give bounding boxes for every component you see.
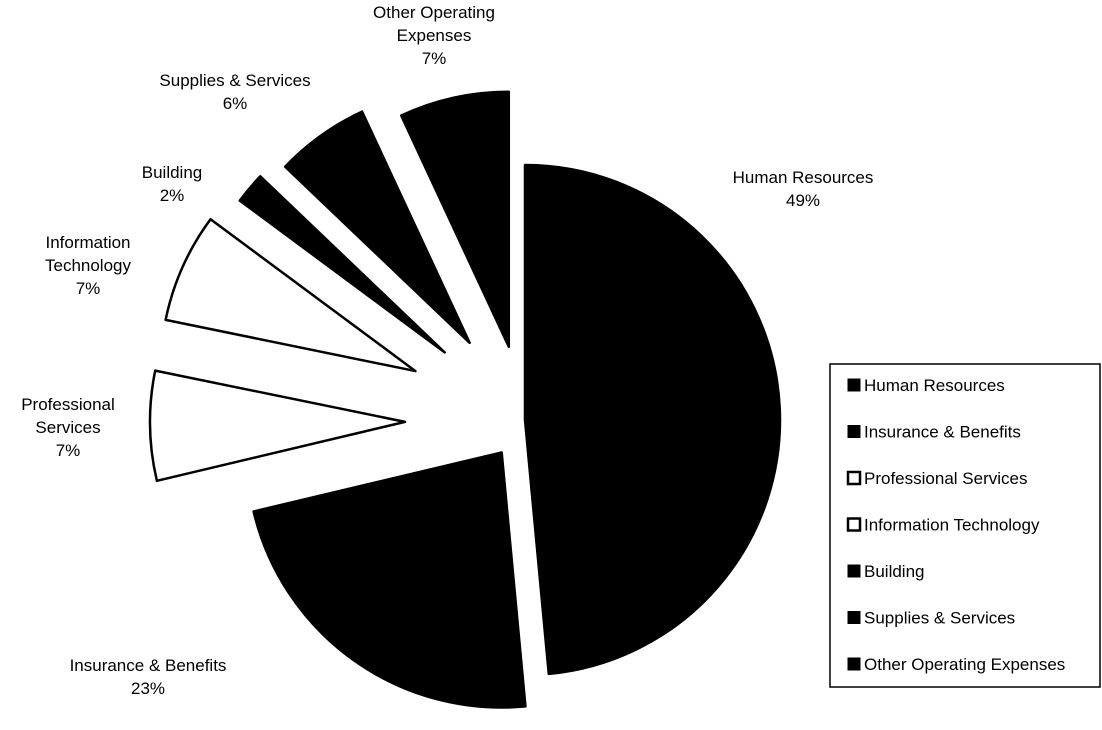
legend-item-insurance-and-benefits: Insurance & Benefits [847,423,1021,442]
slice-label-information-technology: Information Technology 7% [45,233,132,298]
legend-swatch [847,657,861,671]
legend-label: Supplies & Services [864,609,1015,628]
slice-building [238,175,446,354]
slice-label-building: Building 2% [142,163,203,205]
slice-labels: Human Resources 49% Insurance & Benefits 23… [21,3,873,698]
legend-label: Insurance & Benefits [864,423,1021,442]
legend-item-professional-services: Professional Services [846,469,1027,488]
legend-item-supplies-and-services: Supplies & Services [847,609,1015,628]
slice-other-operating-expenses [399,90,511,349]
slice-information-technology [164,218,417,373]
pie-slices [148,90,782,709]
legend-swatch [846,470,862,486]
legend-swatch [847,378,861,392]
legend-label: Other Operating Expenses [864,655,1065,674]
slice-human-resources [523,163,782,676]
slice-supplies-and-services [283,110,471,345]
legend-swatch [847,425,861,438]
legend-item-other-operating-expenses: Other Operating Expenses [847,655,1065,674]
slice-label-insurance-and-benefits: Insurance & Benefits 23% [70,656,227,698]
legend-swatch [847,564,861,578]
slice-label-professional-services: Professional Services 7% [21,395,115,460]
slice-label-human-resources: Human Resources 49% [733,168,874,210]
legend: Human Resources Insurance & Benefits Profe… [829,363,1101,688]
legend-item-human-resources: Human Resources [847,376,1005,395]
legend-label: Professional Services [864,469,1027,488]
slice-label-supplies-and-services: Supplies & Services 6% [159,71,310,113]
legend-label: Building [864,562,925,581]
legend-item-building: Building [847,562,925,581]
legend-swatch [847,611,861,624]
slice-label-other-operating-expenses: Other Operating Expenses 7% [373,3,495,68]
slice-professional-services [148,369,407,483]
slice-insurance-and-benefits [252,451,527,709]
legend-box [829,363,1101,688]
legend-label: Information Technology [864,516,1040,535]
legend-label: Human Resources [864,376,1005,395]
legend-item-information-technology: Information Technology [846,516,1040,535]
legend-swatch [846,517,862,532]
